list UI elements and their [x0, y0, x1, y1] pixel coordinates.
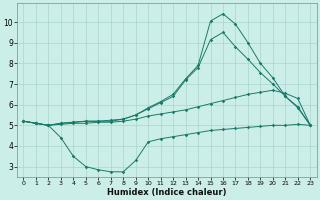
X-axis label: Humidex (Indice chaleur): Humidex (Indice chaleur)	[107, 188, 227, 197]
